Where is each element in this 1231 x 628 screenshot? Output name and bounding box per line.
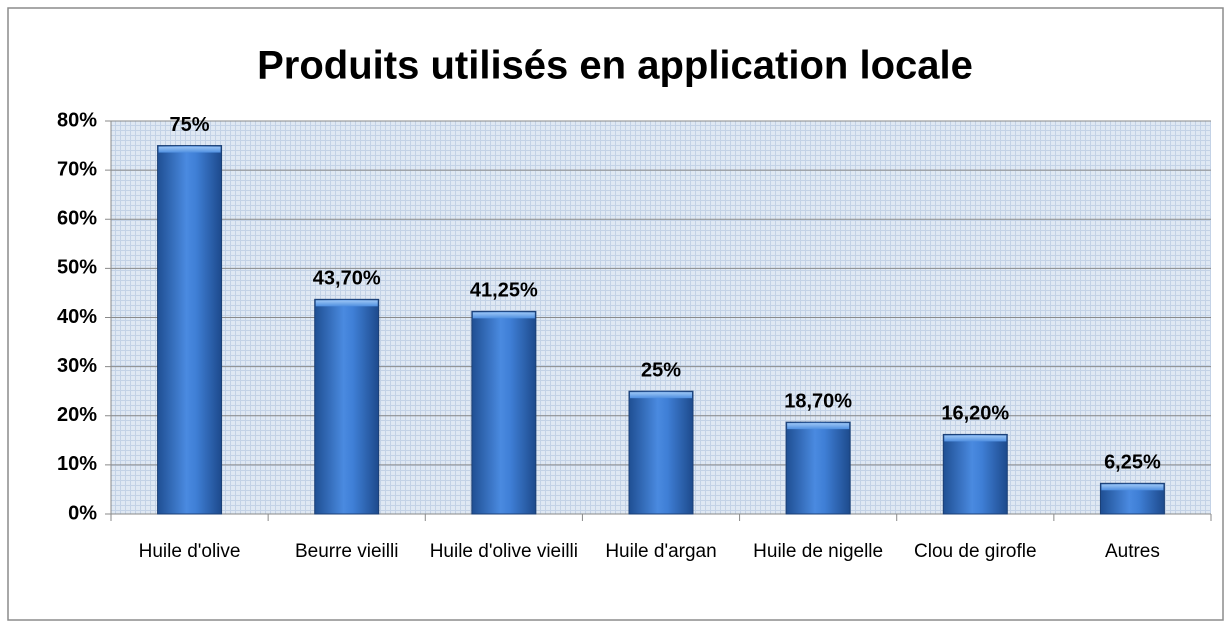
x-tick-label: Autres [1104, 541, 1160, 562]
data-label: 41,25% [470, 280, 538, 302]
y-tick-label: 50% [57, 257, 97, 279]
y-tick-label: 0% [68, 502, 97, 524]
data-label: 16,20% [941, 403, 1009, 425]
y-tick-label: 40% [57, 306, 97, 328]
bar [628, 390, 694, 515]
x-tick-label: Clou de girofle [914, 541, 1037, 562]
data-label: 75% [170, 114, 210, 136]
bar-cap [315, 300, 378, 307]
x-tick-label: Huile de nigelle [753, 541, 884, 562]
bar-cap [630, 392, 692, 399]
data-label: 6,25% [1104, 452, 1161, 474]
bar [942, 433, 1008, 515]
bar [471, 310, 537, 515]
y-tick-label: 20% [57, 404, 97, 426]
x-tick-label: Huile d'olive vieilli [429, 541, 578, 562]
bar-cap [944, 435, 1007, 442]
bar-cap [472, 312, 535, 319]
x-tick-label: Beurre vieilli [294, 541, 399, 562]
y-tick-label: 60% [57, 208, 97, 230]
data-label: 43,70% [313, 268, 381, 290]
bar [785, 421, 851, 515]
bar [157, 145, 223, 515]
data-label: 25% [641, 359, 681, 381]
bar-cap [787, 423, 850, 430]
chart-title: Produits utilisés en application locale [257, 44, 973, 88]
y-tick-label: 70% [57, 158, 97, 180]
x-tick-label: Huile d'olive [138, 541, 241, 562]
y-tick-label: 30% [57, 355, 97, 377]
x-tick-label: Huile d'argan [605, 541, 717, 562]
data-label: 18,70% [784, 390, 852, 412]
bar [314, 298, 380, 515]
y-tick-label: 10% [57, 453, 97, 475]
bar-cap [158, 146, 221, 153]
bar-cap [1101, 484, 1164, 491]
y-tick-label: 80% [57, 109, 97, 131]
